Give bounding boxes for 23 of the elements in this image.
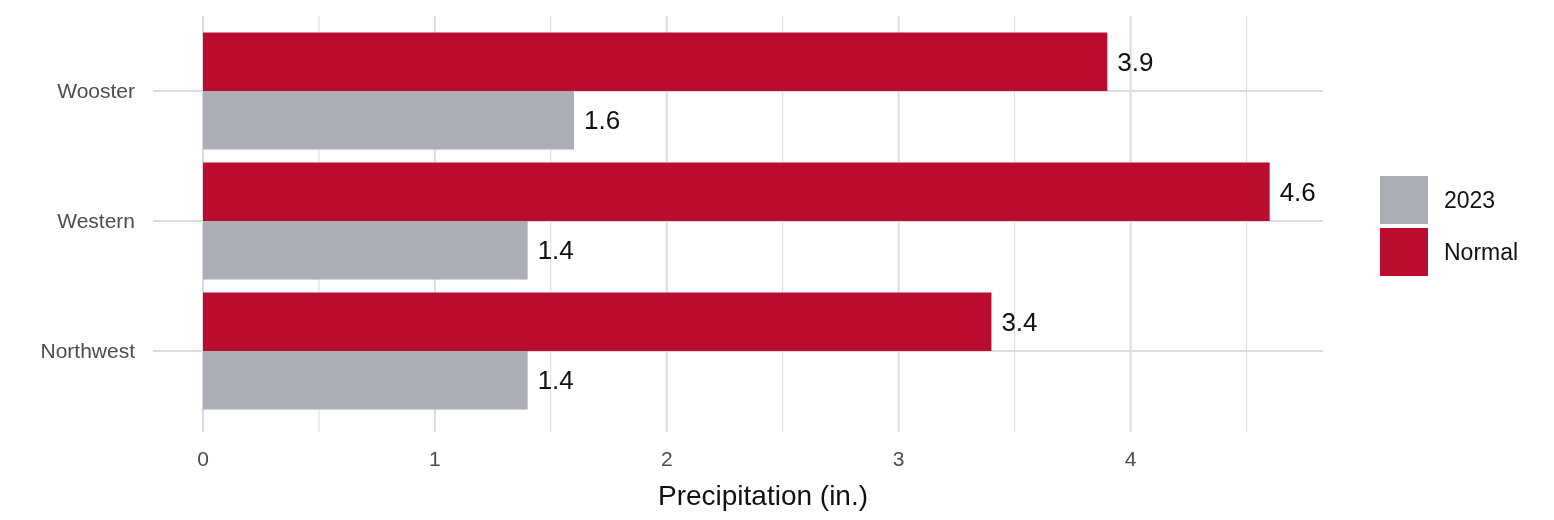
x-tick-label: 1: [429, 447, 441, 470]
x-axis-title: Precipitation (in.): [657, 480, 869, 511]
bar: [203, 292, 992, 351]
data-label: 4.6: [1279, 176, 1316, 207]
data-label: 1.6: [584, 105, 621, 136]
bar: [203, 32, 1108, 91]
x-tick-label: 3: [892, 447, 905, 470]
bar: [203, 162, 1270, 221]
x-tick-label: 4: [1124, 447, 1137, 470]
data-label: 3.4: [1001, 306, 1038, 337]
y-tick-label: Western: [57, 209, 135, 233]
bar: [203, 351, 528, 410]
bar: [203, 221, 528, 280]
data-label: 3.9: [1117, 46, 1154, 77]
x-tick-label: 2: [660, 447, 673, 470]
legend-label: Normal: [1444, 239, 1519, 266]
x-tick-label: 0: [197, 447, 209, 470]
y-tick-label: Wooster: [57, 79, 135, 103]
data-label: 1.4: [537, 235, 574, 266]
data-label: 1.4: [537, 365, 574, 396]
bar: [203, 91, 575, 150]
y-tick-label: Northwest: [40, 339, 136, 363]
legend-label: 2023: [1444, 187, 1496, 214]
